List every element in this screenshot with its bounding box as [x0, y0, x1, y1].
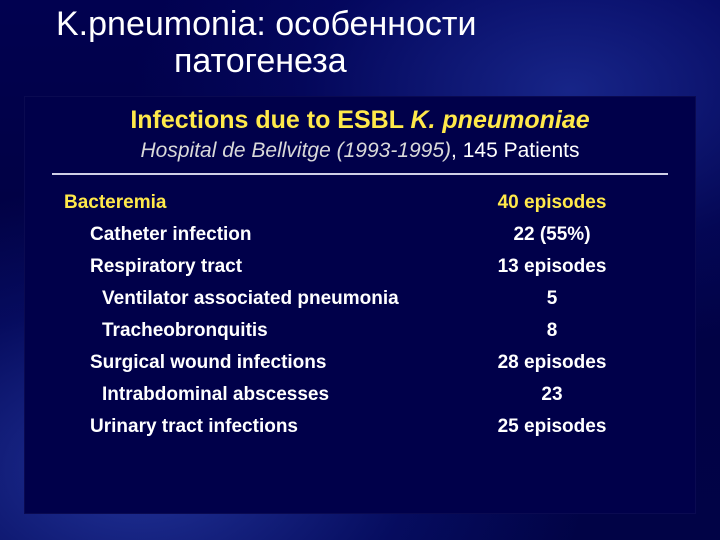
infections-table: Bacteremia 40 episodes Catheter infectio… [60, 187, 660, 443]
table-row: Tracheobronquitis8 [60, 315, 660, 347]
table-row: Ventilator associated pneumonia5 [60, 283, 660, 315]
table-row-value: 25 episodes [444, 411, 660, 443]
table-row-value: 22 (55%) [444, 219, 660, 251]
embedded-slide-panel: Infections due to ESBL K. pneumoniae Hos… [24, 96, 696, 514]
table-header-value: 40 episodes [444, 187, 660, 219]
table-row-value: 13 episodes [444, 251, 660, 283]
table-row-value: 28 episodes [444, 347, 660, 379]
table-row-label: Surgical wound infections [60, 347, 444, 379]
inner-heading-block: Infections due to ESBL K. pneumoniae Hos… [24, 96, 696, 163]
table-row-value: 8 [444, 315, 660, 347]
table-row-value: 23 [444, 379, 660, 411]
table-row-label: Intrabdominal abscesses [60, 379, 444, 411]
table-row-label: Tracheobronquitis [60, 315, 444, 347]
table-row-value: 5 [444, 283, 660, 315]
table-row-label: Catheter infection [60, 219, 444, 251]
inner-heading-line2: Hospital de Bellvitge (1993-1995), 145 P… [24, 139, 696, 163]
inner-heading-organism: K. pneumoniae [410, 106, 589, 134]
table-row: Catheter infection22 (55%) [60, 219, 660, 251]
slide-title: K.pneumonia: особенности патогенеза [56, 6, 640, 81]
inner-heading-patients: , 145 Patients [451, 139, 579, 162]
table-row-label: Ventilator associated pneumonia [60, 283, 444, 315]
table-row-label: Respiratory tract [60, 251, 444, 283]
inner-heading-prefix: Infections due to ESBL [130, 106, 410, 134]
table-row-label: Urinary tract infections [60, 411, 444, 443]
table-row: Urinary tract infections25 episodes [60, 411, 660, 443]
inner-heading-hospital: Hospital de Bellvitge (1993-1995) [141, 139, 452, 162]
table-row: Intrabdominal abscesses23 [60, 379, 660, 411]
table-header-row: Bacteremia 40 episodes [60, 187, 660, 219]
table-row: Surgical wound infections28 episodes [60, 347, 660, 379]
slide-root: K.pneumonia: особенности патогенеза Infe… [0, 0, 720, 540]
table-row: Respiratory tract13 episodes [60, 251, 660, 283]
inner-heading-line1: Infections due to ESBL K. pneumoniae [24, 106, 696, 135]
divider-line [52, 173, 668, 175]
slide-title-line1: K.pneumonia: особенности [56, 5, 476, 43]
table-header-label: Bacteremia [60, 187, 444, 219]
slide-title-line2: патогенеза [56, 43, 640, 80]
